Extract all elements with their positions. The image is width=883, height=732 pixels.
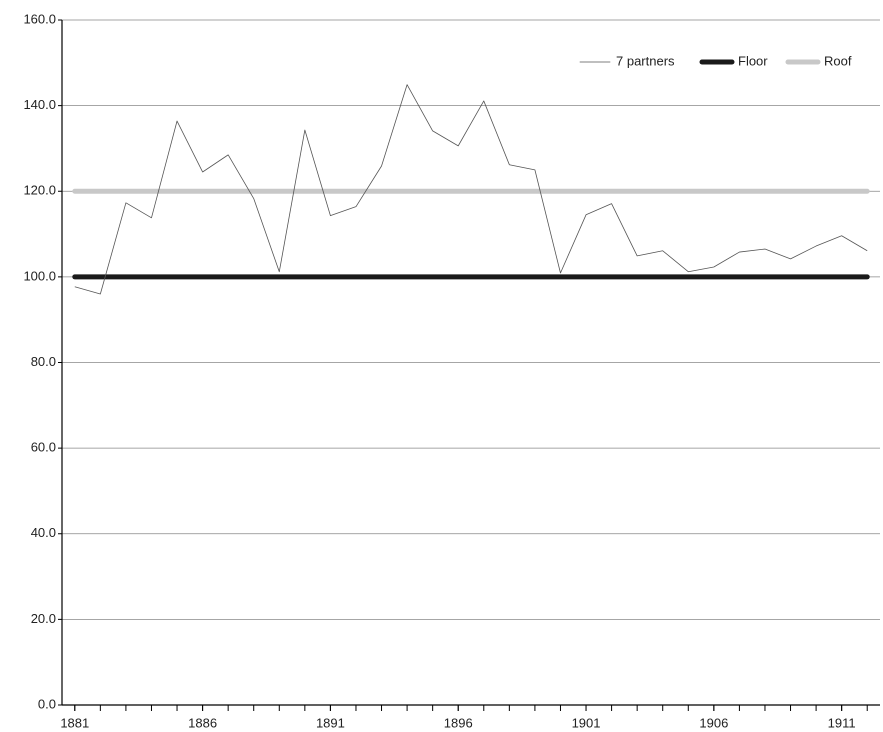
y-tick-label: 140.0 xyxy=(23,97,56,112)
x-tick-label: 1896 xyxy=(444,715,473,730)
series-line xyxy=(74,84,868,295)
y-tick-label: 40.0 xyxy=(31,525,56,540)
x-tick-label: 1886 xyxy=(188,715,217,730)
y-tick-label: 160.0 xyxy=(23,11,56,26)
legend-label: Roof xyxy=(824,53,852,68)
legend-label: 7 partners xyxy=(616,53,675,68)
x-tick-label: 1901 xyxy=(572,715,601,730)
y-tick-label: 100.0 xyxy=(23,268,56,283)
y-tick-label: 60.0 xyxy=(31,440,56,455)
y-tick-label: 120.0 xyxy=(23,183,56,198)
legend-label: Floor xyxy=(738,53,768,68)
x-tick-label: 1881 xyxy=(60,715,89,730)
x-tick-label: 1906 xyxy=(699,715,728,730)
y-tick-label: 80.0 xyxy=(31,354,56,369)
y-tick-label: 0.0 xyxy=(38,696,56,711)
x-tick-label: 1911 xyxy=(828,715,856,730)
x-tick-label: 1891 xyxy=(316,715,345,730)
y-tick-label: 20.0 xyxy=(31,611,56,626)
